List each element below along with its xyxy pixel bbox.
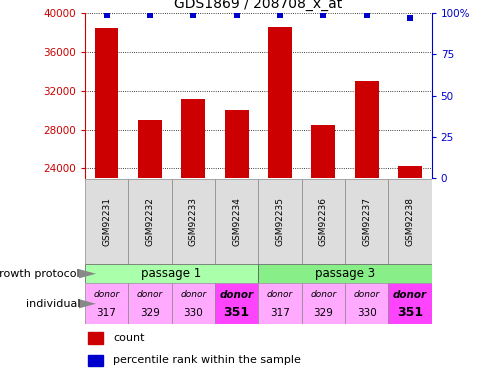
Text: donor: donor [266, 290, 292, 299]
Bar [171, 179, 214, 264]
Text: passage 3: passage 3 [314, 267, 374, 280]
Polygon shape [78, 269, 96, 279]
Text: 351: 351 [223, 306, 249, 320]
Bar [311, 125, 334, 178]
Bar [257, 283, 301, 324]
Bar [257, 179, 301, 264]
Bar [301, 179, 344, 264]
Bar [214, 283, 257, 324]
Polygon shape [78, 299, 96, 309]
Bar [88, 355, 103, 366]
Bar [388, 179, 431, 264]
Bar [257, 264, 431, 283]
Point [275, 12, 283, 18]
Bar [354, 81, 378, 178]
Bar [85, 264, 257, 283]
Point [146, 12, 153, 18]
Text: passage 1: passage 1 [141, 267, 201, 280]
Text: percentile rank within the sample: percentile rank within the sample [113, 356, 301, 365]
Point [189, 12, 197, 18]
Point [319, 12, 327, 18]
Text: donor: donor [353, 290, 379, 299]
Text: count: count [113, 333, 145, 343]
Text: donor: donor [392, 290, 426, 300]
Text: GSM92231: GSM92231 [102, 197, 111, 246]
Bar [214, 179, 257, 264]
Bar [224, 110, 248, 178]
Text: 330: 330 [356, 308, 376, 318]
Text: 317: 317 [270, 308, 289, 318]
Bar [85, 179, 128, 264]
Text: 329: 329 [140, 308, 160, 318]
Text: 330: 330 [183, 308, 203, 318]
Point [103, 12, 110, 18]
Bar [268, 27, 291, 178]
Text: 351: 351 [396, 306, 422, 320]
Bar [128, 283, 171, 324]
Point [362, 12, 370, 18]
Text: 329: 329 [313, 308, 333, 318]
Point [232, 12, 240, 18]
Bar [344, 283, 388, 324]
Text: GSM92237: GSM92237 [362, 197, 370, 246]
Bar [88, 333, 103, 344]
Bar [397, 165, 421, 178]
Bar [137, 120, 162, 178]
Bar [128, 179, 171, 264]
Bar [85, 283, 128, 324]
Text: GSM92234: GSM92234 [232, 197, 241, 246]
Text: GSM92233: GSM92233 [188, 197, 197, 246]
Text: 317: 317 [96, 308, 116, 318]
Bar [388, 283, 431, 324]
Text: donor: donor [136, 290, 163, 299]
Text: donor: donor [93, 290, 120, 299]
Bar [344, 179, 388, 264]
Text: GSM92236: GSM92236 [318, 197, 327, 246]
Title: GDS1869 / 208708_x_at: GDS1869 / 208708_x_at [174, 0, 342, 11]
Bar [94, 28, 118, 178]
Text: donor: donor [310, 290, 336, 299]
Text: growth protocol: growth protocol [0, 269, 80, 279]
Text: GSM92232: GSM92232 [145, 197, 154, 246]
Bar [301, 283, 344, 324]
Text: donor: donor [219, 290, 253, 300]
Text: GSM92235: GSM92235 [275, 197, 284, 246]
Text: GSM92238: GSM92238 [405, 197, 414, 246]
Text: donor: donor [180, 290, 206, 299]
Bar [171, 283, 214, 324]
Bar [181, 99, 205, 178]
Text: individual: individual [26, 299, 80, 309]
Point [405, 15, 413, 21]
